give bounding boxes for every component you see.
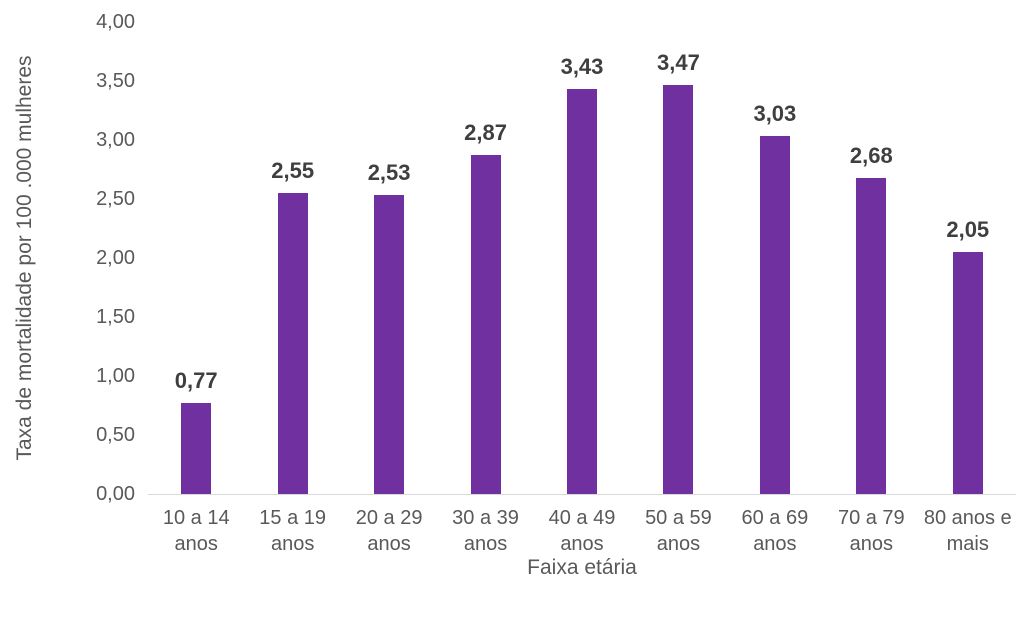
y-tick-label: 3,50: [96, 70, 135, 92]
data-label: 3,43: [560, 54, 604, 80]
bar-10-a-14-anos: [181, 403, 212, 494]
x-category-label: 15 a 19 anos: [259, 507, 327, 555]
data-label: 3,47: [657, 49, 700, 75]
data-label: 2,87: [464, 120, 507, 146]
data-label: 2,53: [367, 160, 411, 186]
x-axis-title: Faixa etária: [527, 556, 637, 579]
bar-60-a-69-anos: [759, 136, 790, 494]
x-category-label: 60 a 69 anos: [741, 507, 809, 555]
data-label: 2,55: [271, 158, 315, 184]
x-category-label: 70 a 79 anos: [837, 507, 905, 555]
y-tick-label: 1,50: [96, 306, 135, 328]
bar-30-a-39-anos: [470, 155, 501, 494]
x-category-label: 20 a 29 anos: [355, 507, 423, 555]
y-tick-label: 0,50: [96, 424, 135, 446]
bar-15-a-19-anos: [277, 193, 308, 494]
y-tick-label: 1,00: [96, 365, 135, 387]
data-label: 2,68: [849, 142, 893, 168]
y-tick-label: 0,00: [96, 483, 135, 505]
data-label: 0,77: [174, 368, 218, 394]
y-tick-label: 2,00: [96, 247, 135, 269]
bar-50-a-59-anos: [663, 84, 694, 494]
data-label: 3,03: [753, 101, 797, 127]
x-axis-line: [148, 494, 1016, 495]
bar-20-a-29-anos: [374, 195, 405, 494]
y-tick-label: 2,50: [96, 188, 135, 210]
data-label: 2,05: [946, 217, 990, 243]
bar-80-anos-e-mais: [952, 252, 983, 494]
bar-40-a-49-anos: [567, 89, 597, 494]
x-category-label: 10 a 14 anos: [162, 507, 230, 555]
y-tick-label: 3,00: [96, 129, 135, 151]
x-category-label: 40 a 49 anos: [548, 507, 616, 555]
y-tick-label: 4,00: [96, 11, 135, 33]
bar-70-a-79-anos: [856, 177, 887, 494]
x-category-label: 50 a 59 anos: [645, 507, 712, 555]
x-category-label: 80 anos e mais: [923, 507, 1012, 555]
x-category-label: 30 a 39 anos: [452, 507, 519, 555]
